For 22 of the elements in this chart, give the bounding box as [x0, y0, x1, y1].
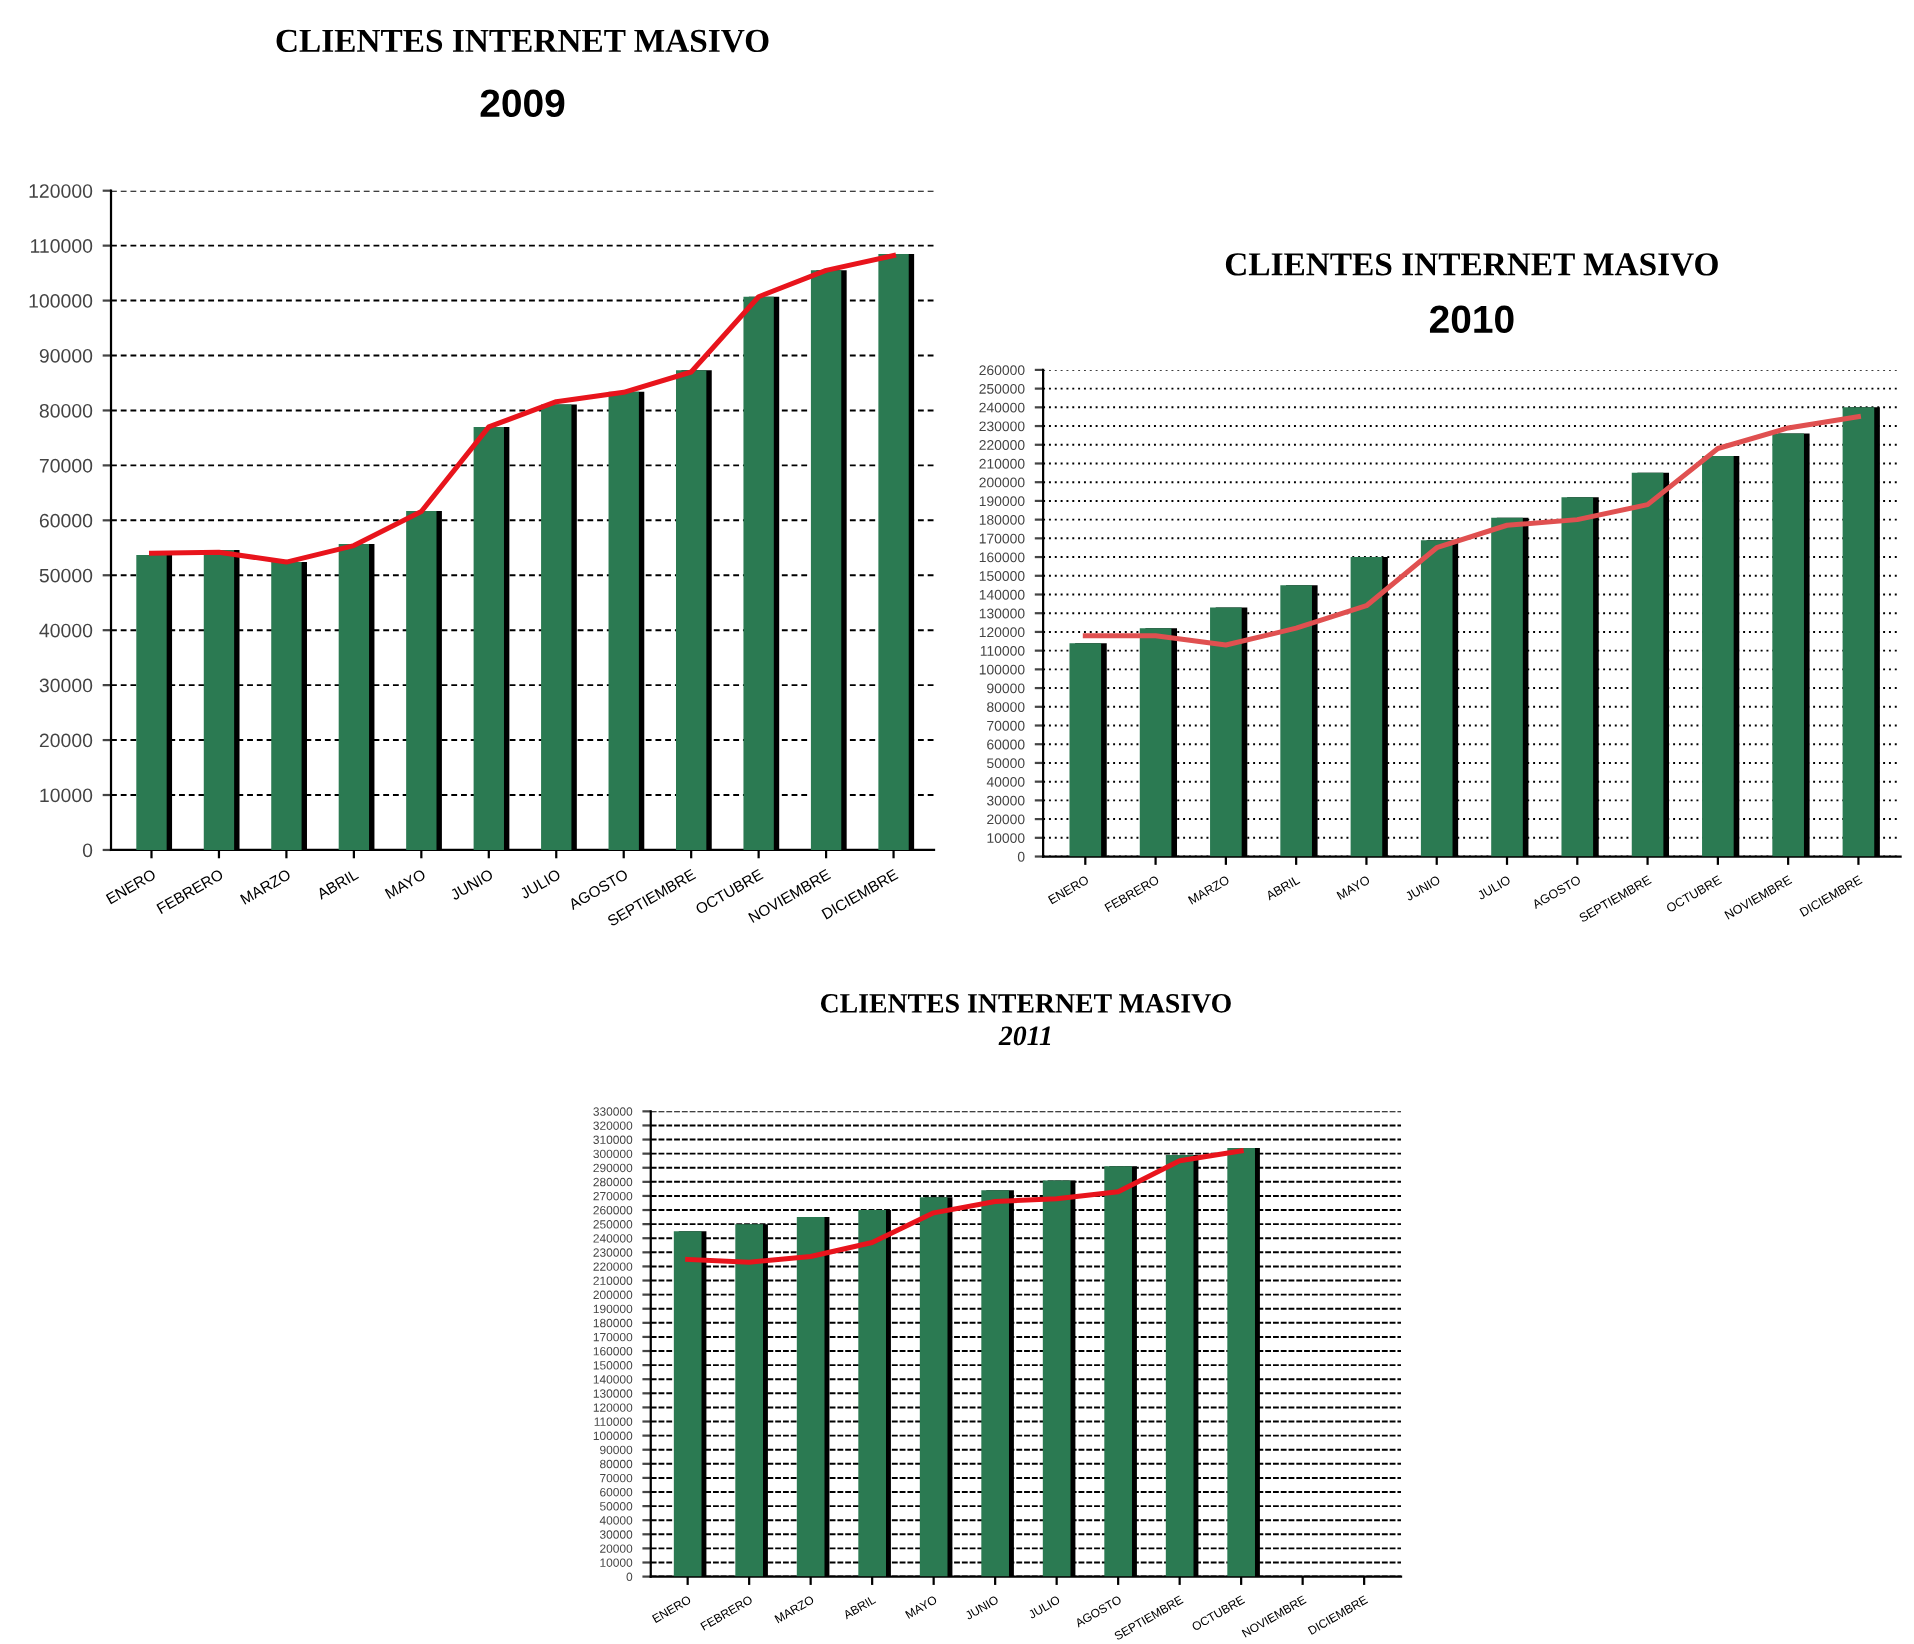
y-tick-label: 70000 [39, 458, 93, 473]
y-tick-label: 50000 [39, 568, 93, 583]
y-tick-label: 80000 [39, 403, 93, 418]
y-tick-label: 40000 [39, 623, 93, 638]
y-tick-label: 110000 [31, 239, 93, 253]
y-tick-label: 120000 [29, 184, 93, 198]
chart-subtitle: 2009 [480, 89, 565, 118]
chart-title: CLIENTES INTERNET MASIVO [1225, 253, 1718, 276]
y-tick-label: 30000 [39, 678, 93, 693]
y-tick-label: 60000 [39, 513, 93, 528]
chart-subtitle: 2010 [1429, 305, 1514, 334]
line-series [148, 253, 897, 565]
y-tick-label: 100000 [29, 294, 93, 308]
line-series [1082, 414, 1861, 648]
y-tick-label: 10000 [40, 788, 93, 803]
chart-subtitle: 2011 [998, 1026, 1051, 1046]
line-series [685, 1148, 1244, 1265]
chart-title: CLIENTES INTERNET MASIVO [820, 993, 1231, 1013]
y-tick-label: 20000 [39, 733, 93, 748]
chart-title: CLIENTES INTERNET MASIVO [276, 29, 769, 53]
y-tick-label: 0 [82, 843, 93, 858]
y-tick-label: 90000 [39, 348, 93, 363]
